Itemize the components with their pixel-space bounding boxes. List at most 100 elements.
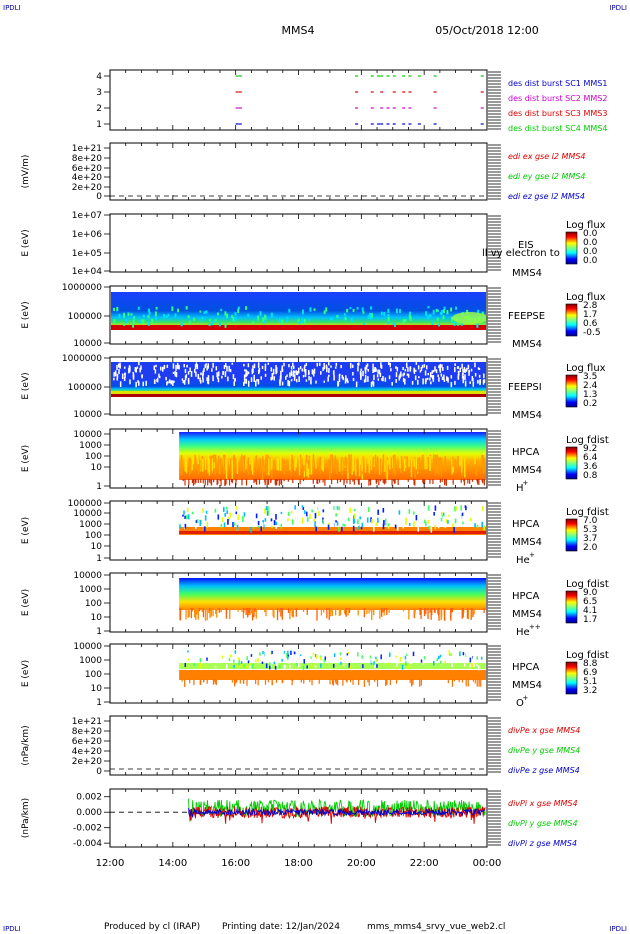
hpca-he2-spectrum [179,578,486,610]
colorbar-hpca_h [565,446,578,480]
cbtick-hpca_he2-2: 4.1 [583,606,597,616]
colorbar-hpca_he2 [565,590,578,624]
ytick-burst-1: 3 [96,88,102,98]
cbtick-hpca_o-0: 8.8 [583,659,598,669]
colorbar-hpca_o [565,661,578,695]
cbtick-hpca_h-3: 0.8 [583,471,598,481]
hpca-o-band [179,670,486,680]
ytick-edi-5: 0 [96,192,102,202]
legend-burst-0: des dist burst SC1 MMS1 [508,79,607,88]
feepse-low-band [111,325,486,330]
cbtitle-hpca_h: Log fdist [566,435,609,446]
ytick-hpca_h-1: 1000 [79,441,102,451]
ytick-feepsi-2: 10000 [73,410,102,420]
cbtitle-hpca_he1: Log fdist [566,507,609,518]
ytick-feepsi-1: 100000 [68,383,103,393]
corner-label-bottom-right: IPDLI [609,925,627,933]
ytick-burst-3: 1 [96,120,102,130]
ylabel-eis: E (eV) [21,229,31,256]
legend-divpe-1: divPe y gse MMS4 [508,746,580,755]
ytick-feepsi-0: 1000000 [62,354,102,364]
cbtick-hpca_he1-2: 3.7 [583,534,597,544]
cbtick-feepsi-0: 3.5 [583,372,597,382]
xtick-5: 22:00 [410,858,439,869]
divpi-line-2 [188,807,486,819]
ytick-feepse-0: 1000000 [62,283,102,293]
cbtick-eis-2: 0.0 [583,247,598,257]
ytick-hpca_he2-2: 100 [85,599,102,609]
colorbar-feepsi [565,374,578,408]
ytick-hpca_he1-4: 10 [91,542,103,552]
ytick-divpe-0: 1e+21 [72,717,102,727]
cbtick-hpca_he1-0: 7.0 [583,516,598,526]
corner-label-top-right: IPDLI [609,4,627,12]
legend-divpe-0: divPe x gse MMS4 [508,726,580,735]
charge-hpca_h: + [523,479,529,487]
legend-burst-2: des dist burst SC3 MMS3 [508,109,607,118]
feepse-enhancement [452,312,488,324]
cbtick-hpca_he1-1: 5.3 [583,525,597,535]
inst-hpca_he2: HPCA [512,591,540,602]
inst-feepsi: FEEPSI [508,382,542,393]
cbtick-feepse-2: 0.6 [583,319,598,329]
ytick-eis-3: 1e+04 [72,267,103,277]
ylabel-divpi: (nPa/km) [21,798,31,838]
sc-feepsi: MMS4 [512,410,542,421]
inst-hpca_o: HPCA [512,662,540,673]
inst-eis: EIS [518,240,534,251]
cbtick-hpca_he2-3: 1.7 [583,615,597,625]
ytick-burst-0: 4 [96,72,102,82]
ytick-hpca_he2-0: 10000 [73,571,102,581]
cbtick-hpca_he2-0: 9.0 [583,588,598,598]
footer-produced-by: Produced by cl (IRAP) [104,922,200,932]
ytick-hpca_h-3: 10 [91,463,103,473]
eis-overlay-text: ll vy electron to [482,248,560,259]
sc-feepse: MMS4 [512,339,542,350]
xtick-6: 00:00 [473,858,502,869]
inst-hpca_he1: HPCA [512,519,540,530]
ylabel-feepsi: E (eV) [21,372,31,399]
ytick-eis-2: 1e+05 [72,249,102,259]
ytick-divpe-1: 8e+20 [72,727,103,737]
sc-hpca_o: MMS4 [512,680,542,691]
legend-divpe-2: divPe z gse MMS4 [508,766,580,775]
panel-frame-divpi [109,788,488,848]
ytick-edi-0: 1e+21 [72,144,102,154]
cbtitle-hpca_o: Log fdist [566,650,609,661]
cbtick-eis-0: 0.0 [583,229,598,239]
ylabel-hpca_he2: E (eV) [21,589,31,616]
ytick-edi-4: 2e+20 [72,183,103,193]
ytick-eis-1: 1e+06 [72,230,103,240]
colorbar-hpca_he1 [565,518,578,552]
cbtitle-feepse: Log flux [566,292,606,303]
legend-edi-2: edi ez gse l2 MMS4 [508,192,585,201]
colorbar-feepse [565,303,578,337]
cbtick-hpca_o-2: 5.1 [583,677,597,687]
xtick-4: 20:00 [347,858,376,869]
ylabel-hpca_h: E (eV) [21,445,31,472]
species-hpca_o: O [516,698,524,709]
ytick-hpca_he1-2: 1000 [79,520,102,530]
legend-edi-0: edi ex gse l2 MMS4 [508,152,586,161]
ytick-divpi-0: 0.002 [76,793,102,803]
ytick-hpca_o-1: 1000 [79,656,102,666]
xtick-2: 16:00 [221,858,250,869]
xtick-3: 18:00 [284,858,313,869]
ytick-divpi-2: -0.002 [73,824,102,834]
ylabel-edi: (mV/m) [21,155,31,189]
panel-frame-eis [109,213,488,273]
cbtick-eis-1: 0.0 [583,238,598,248]
sc-hpca_he1: MMS4 [512,537,542,548]
cbtick-hpca_h-1: 6.4 [583,453,598,463]
cbtick-hpca_h-2: 3.6 [583,462,598,472]
ytick-hpca_h-4: 1 [96,482,102,492]
ytick-feepse-1: 100000 [68,312,103,322]
cbtitle-hpca_he2: Log fdist [566,579,609,590]
ytick-burst-2: 2 [96,104,102,114]
legend-divpi-0: divPi x gse MMS4 [508,799,578,808]
panel-frame-burst [109,69,488,131]
cbtick-eis-3: 0.0 [583,256,598,266]
ytick-hpca_o-0: 10000 [73,642,102,652]
ytick-hpca_o-2: 100 [85,670,102,680]
